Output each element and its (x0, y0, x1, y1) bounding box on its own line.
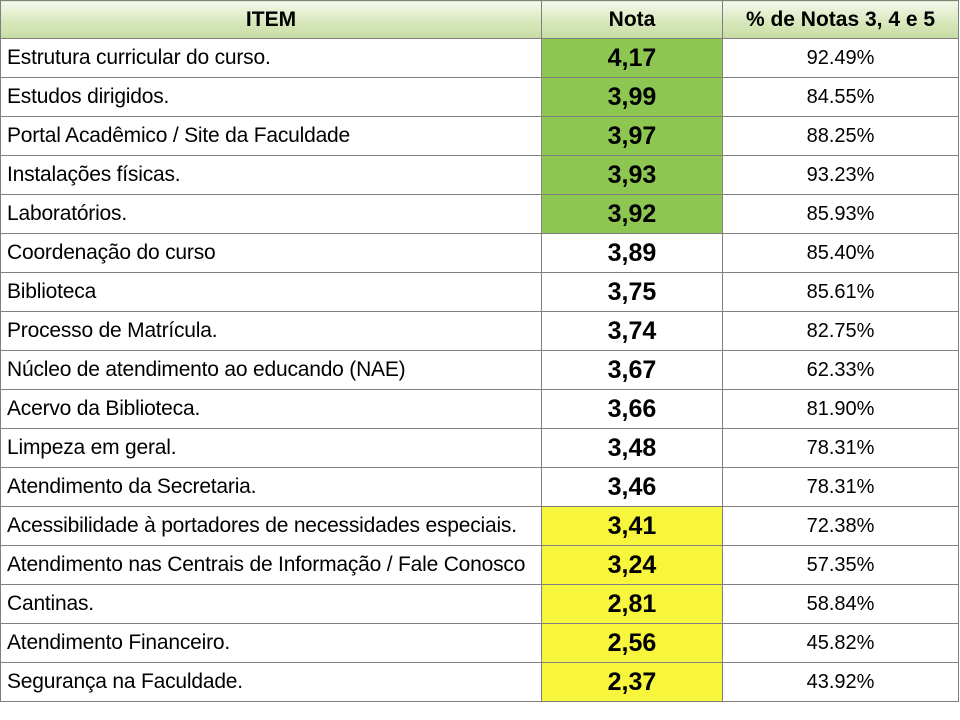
item-cell: Processo de Matrícula. (0, 311, 542, 351)
item-cell: Acessibilidade à portadores de necessida… (0, 506, 542, 546)
item-cell: Atendimento Financeiro. (0, 623, 542, 663)
item-cell: Segurança na Faculdade. (0, 662, 542, 702)
header-nota: Nota (541, 0, 723, 39)
nota-cell: 3,99 (541, 77, 723, 117)
item-cell: Limpeza em geral. (0, 428, 542, 468)
pct-cell: 82.75% (722, 311, 959, 351)
pct-cell: 57.35% (722, 545, 959, 585)
item-cell: Portal Acadêmico / Site da Faculdade (0, 116, 542, 156)
evaluation-table: ITEM Nota % de Notas 3, 4 e 5 Estrutura … (0, 0, 959, 702)
nota-cell: 3,93 (541, 155, 723, 195)
table-row: Acessibilidade à portadores de necessida… (0, 506, 959, 546)
header-pct: % de Notas 3, 4 e 5 (722, 0, 959, 39)
nota-cell: 3,41 (541, 506, 723, 546)
nota-cell: 3,92 (541, 194, 723, 234)
nota-cell: 3,67 (541, 350, 723, 390)
table-row: Atendimento Financeiro. 2,56 45.82% (0, 623, 959, 663)
nota-cell: 3,46 (541, 467, 723, 507)
table-row: Coordenação do curso 3,89 85.40% (0, 233, 959, 273)
item-cell: Estrutura curricular do curso. (0, 38, 542, 78)
table-row: Estrutura curricular do curso. 4,17 92.49% (0, 38, 959, 78)
item-cell: Atendimento da Secretaria. (0, 467, 542, 507)
pct-cell: 85.93% (722, 194, 959, 234)
item-cell: Estudos dirigidos. (0, 77, 542, 117)
item-cell: Acervo da Biblioteca. (0, 389, 542, 429)
nota-cell: 2,37 (541, 662, 723, 702)
table-row: Acervo da Biblioteca. 3,66 81.90% (0, 389, 959, 429)
table-row: Núcleo de atendimento ao educando (NAE) 3… (0, 350, 959, 390)
nota-cell: 3,89 (541, 233, 723, 273)
table-row: Atendimento da Secretaria. 3,46 78.31% (0, 467, 959, 507)
pct-cell: 85.61% (722, 272, 959, 312)
table-row: Limpeza em geral. 3,48 78.31% (0, 428, 959, 468)
item-cell: Coordenação do curso (0, 233, 542, 273)
table-row: Atendimento nas Centrais de Informação /… (0, 545, 959, 585)
pct-cell: 62.33% (722, 350, 959, 390)
pct-cell: 78.31% (722, 428, 959, 468)
pct-cell: 72.38% (722, 506, 959, 546)
table-row: Estudos dirigidos. 3,99 84.55% (0, 77, 959, 117)
table-row: Cantinas. 2,81 58.84% (0, 584, 959, 624)
nota-cell: 3,48 (541, 428, 723, 468)
pct-cell: 45.82% (722, 623, 959, 663)
pct-cell: 93.23% (722, 155, 959, 195)
pct-cell: 88.25% (722, 116, 959, 156)
nota-cell: 3,66 (541, 389, 723, 429)
table-header-row: ITEM Nota % de Notas 3, 4 e 5 (0, 0, 959, 39)
table-row: Laboratórios. 3,92 85.93% (0, 194, 959, 234)
table-row: Segurança na Faculdade. 2,37 43.92% (0, 662, 959, 702)
pct-cell: 84.55% (722, 77, 959, 117)
item-cell: Instalações físicas. (0, 155, 542, 195)
nota-cell: 3,24 (541, 545, 723, 585)
pct-cell: 58.84% (722, 584, 959, 624)
nota-cell: 2,81 (541, 584, 723, 624)
nota-cell: 2,56 (541, 623, 723, 663)
item-cell: Núcleo de atendimento ao educando (NAE) (0, 350, 542, 390)
pct-cell: 78.31% (722, 467, 959, 507)
nota-cell: 3,97 (541, 116, 723, 156)
pct-cell: 81.90% (722, 389, 959, 429)
header-item: ITEM (0, 0, 542, 39)
table-body: Estrutura curricular do curso. 4,17 92.49%… (0, 38, 959, 702)
pct-cell: 92.49% (722, 38, 959, 78)
table-row: Instalações físicas. 3,93 93.23% (0, 155, 959, 195)
nota-cell: 3,75 (541, 272, 723, 312)
pct-cell: 43.92% (722, 662, 959, 702)
nota-cell: 3,74 (541, 311, 723, 351)
nota-cell: 4,17 (541, 38, 723, 78)
item-cell: Atendimento nas Centrais de Informação /… (0, 545, 542, 585)
pct-cell: 85.40% (722, 233, 959, 273)
table-row: Portal Acadêmico / Site da Faculdade 3,97… (0, 116, 959, 156)
table-row: Processo de Matrícula. 3,74 82.75% (0, 311, 959, 351)
item-cell: Laboratórios. (0, 194, 542, 234)
table-row: Biblioteca 3,75 85.61% (0, 272, 959, 312)
item-cell: Cantinas. (0, 584, 542, 624)
item-cell: Biblioteca (0, 272, 542, 312)
